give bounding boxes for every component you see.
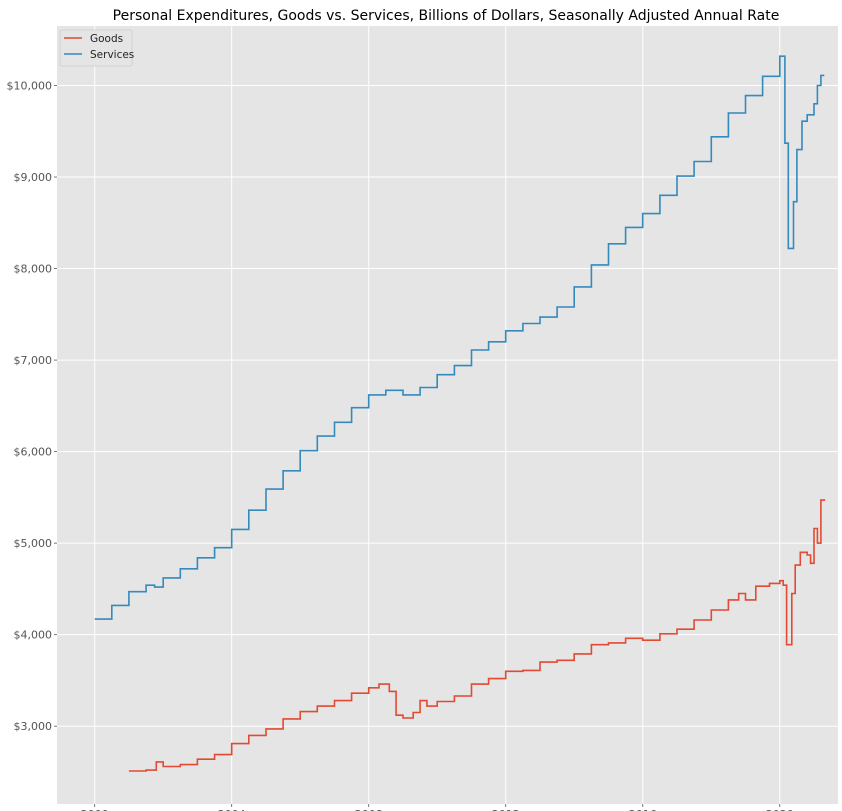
legend-label-goods: Goods <box>90 33 123 45</box>
plot-area <box>57 26 838 804</box>
y-axis: $3,000 $4,000 $5,000 $6,000 $7,000 $8,000 $9,0… <box>7 79 57 733</box>
chart-title: Personal Expenditures, Goods vs. Service… <box>113 8 780 24</box>
x-tick-label: 2020 <box>766 808 794 811</box>
x-axis: 2000 2004 2008 2012 2016 2020 <box>81 804 794 811</box>
y-tick-label: $4,000 <box>14 629 53 642</box>
y-tick-label: $7,000 <box>14 354 53 367</box>
series-line-services <box>94 55 825 620</box>
series-line-goods <box>128 499 826 772</box>
y-tick-label: $10,000 <box>7 79 53 92</box>
y-tick-label: $3,000 <box>14 720 53 733</box>
x-tick-label: 2012 <box>492 808 520 811</box>
x-tick-label: 2008 <box>355 808 383 811</box>
legend-label-services: Services <box>90 49 134 61</box>
x-tick-label: 2016 <box>629 808 657 811</box>
y-tick-label: $6,000 <box>14 446 53 459</box>
legend-box <box>59 29 133 67</box>
legend: Goods Services <box>59 29 134 67</box>
x-tick-label: 2004 <box>218 808 246 811</box>
y-tick-label: $9,000 <box>14 171 53 184</box>
y-tick-label: $8,000 <box>14 263 53 276</box>
grid-lines <box>57 26 838 804</box>
x-tick-label: 2000 <box>81 808 109 811</box>
series-layer <box>94 55 826 772</box>
y-tick-label: $5,000 <box>14 537 53 550</box>
